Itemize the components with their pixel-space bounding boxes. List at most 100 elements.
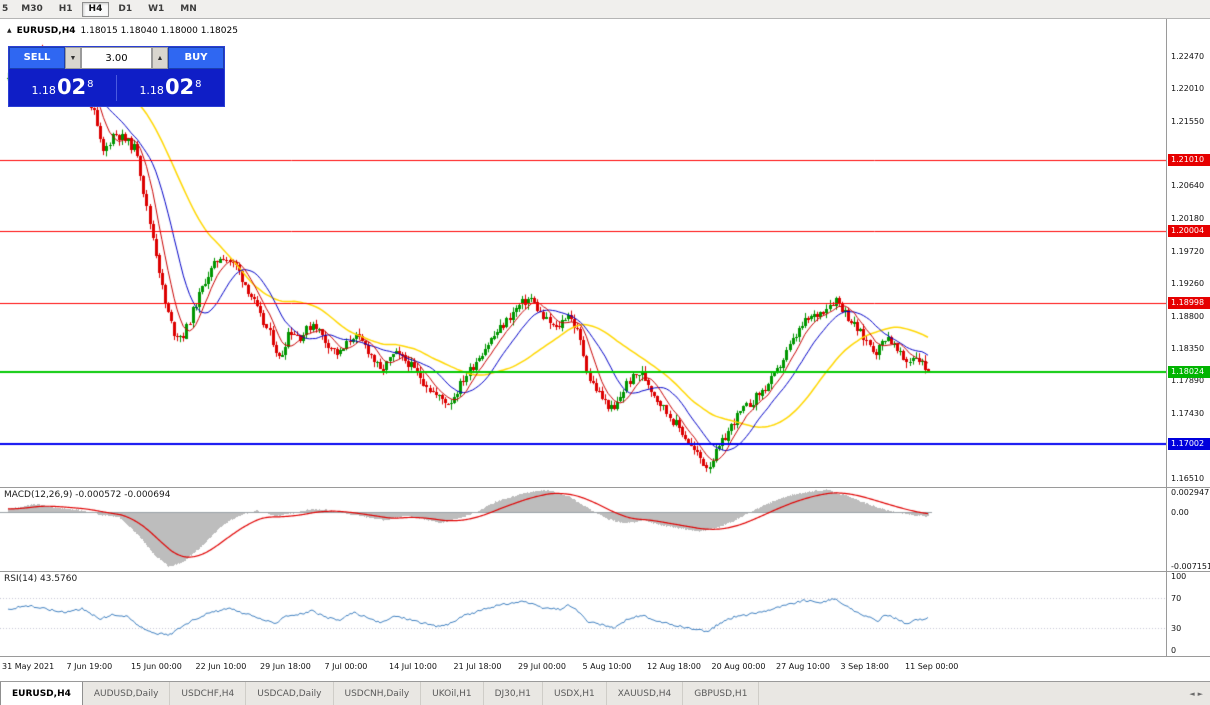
trade-controls-row: SELL ▼ ▲ BUY (9, 47, 224, 69)
time-axis-label: 31 May 2021 (2, 662, 55, 671)
timeframe-w1-button[interactable]: W1 (141, 2, 171, 17)
rsi-axis-label: 100 (1171, 572, 1187, 581)
lot-decrease-button[interactable]: ▼ (65, 47, 81, 69)
macd-axis-label: 0.002947 (1171, 488, 1210, 497)
rsi-canvas[interactable] (0, 572, 1166, 656)
time-axis-label: 21 Jul 18:00 (453, 662, 502, 671)
timeframe-h1-button[interactable]: H1 (52, 2, 80, 17)
buy-price-display[interactable]: 1.18 02 8 (117, 77, 224, 98)
time-axis-label: 15 Jun 00:00 (131, 662, 182, 671)
price-axis-label: 1.20180 (1171, 213, 1205, 223)
price-axis-label: 1.20640 (1171, 181, 1205, 191)
price-axis-label: 1.22010 (1171, 84, 1205, 94)
time-axis-label: 27 Aug 10:00 (776, 662, 830, 671)
chart-tab-audusd-daily[interactable]: AUDUSD,Daily (83, 682, 171, 705)
price-axis-label: 1.18350 (1171, 343, 1205, 353)
rsi-axis-label: 30 (1171, 623, 1182, 633)
macd-canvas[interactable] (0, 488, 1166, 571)
price-level-badge: 1.20004 (1168, 225, 1210, 238)
price-axis-label: 1.17430 (1171, 408, 1205, 418)
price-level-badge: 1.21010 (1168, 154, 1210, 167)
rsi-indicator-label: RSI(14) 43.5760 (4, 574, 78, 584)
price-axis-label: 1.22470 (1171, 51, 1205, 61)
chart-tab-dj30-h1[interactable]: DJ30,H1 (484, 682, 543, 705)
arrow-up-icon: ▲ (156, 54, 164, 62)
rsi-pane[interactable]: RSI(14) 43.5760 (0, 572, 1166, 656)
price-divider (116, 74, 117, 101)
chart-tab-usdcnh-daily[interactable]: USDCNH,Daily (334, 682, 422, 705)
price-level-badge: 1.18024 (1168, 365, 1210, 378)
pane-separator[interactable] (0, 656, 1210, 657)
time-axis-label: 11 Sep 00:00 (905, 662, 959, 671)
chart-tab-gbpusd-h1[interactable]: GBPUSD,H1 (683, 682, 760, 705)
price-level-badge: 1.17002 (1168, 438, 1210, 451)
quote-bar: ▲ EURUSD,H4 1.18015 1.18040 1.18000 1.18… (7, 26, 238, 36)
buy-price-prefix: 1.18 (139, 84, 164, 97)
time-axis[interactable]: 31 May 2021 7 Jun 19:00 15 Jun 00:00 22 Jun… (0, 657, 1210, 681)
price-axis-label: 1.19720 (1171, 246, 1205, 256)
time-axis-label: 14 Jul 10:00 (389, 662, 437, 671)
chart-tab-usdx-h1[interactable]: USDX,H1 (543, 682, 607, 705)
price-axis-label: 1.16510 (1171, 474, 1205, 484)
chart-tab-usdchf-h4[interactable]: USDCHF,H4 (170, 682, 247, 705)
quote-symbol-period: EURUSD,H4 (16, 26, 76, 36)
macd-axis-label: 0.00 (1171, 508, 1189, 518)
pane-separator[interactable] (0, 571, 1210, 572)
sell-price-display[interactable]: 1.18 02 8 (9, 77, 116, 98)
macd-axis-label: -0.007151 (1171, 562, 1210, 571)
buy-button[interactable]: BUY (168, 47, 224, 69)
buy-price-big-digits: 02 (164, 75, 195, 99)
price-chart-pane[interactable]: ▲ EURUSD,H4 1.18015 1.18040 1.18000 1.18… (0, 19, 1166, 487)
quote-ohlc-values: 1.18015 1.18040 1.18000 1.18025 (80, 26, 238, 36)
time-axis-label: 12 Aug 18:00 (647, 662, 701, 671)
timeframe-toolbar: 5 M30 H1 H4 D1 W1 MN (0, 0, 1210, 19)
time-axis-label: 7 Jul 00:00 (324, 662, 368, 671)
time-axis-label: 29 Jun 18:00 (260, 662, 311, 671)
scroll-left-icon: ◄ (1189, 689, 1195, 698)
scroll-right-icon: ► (1197, 689, 1203, 698)
chart-tab-usdcad-daily[interactable]: USDCAD,Daily (246, 682, 334, 705)
rsi-axis-label: 70 (1171, 594, 1182, 604)
macd-pane[interactable]: MACD(12,26,9) -0.000572 -0.000694 (0, 488, 1166, 571)
chart-tab-eurusd-h4[interactable]: EURUSD,H4 (0, 682, 83, 705)
time-axis-label: 5 Aug 10:00 (582, 662, 632, 671)
macd-axis[interactable]: 0.002947 0.00 -0.007151 (1166, 488, 1210, 571)
price-axis-label: 1.21550 (1171, 116, 1205, 126)
pane-separator[interactable] (0, 487, 1210, 488)
price-axis-label: 1.17890 (1171, 376, 1205, 386)
chart-tab-ukoil-h1[interactable]: UKOil,H1 (421, 682, 484, 705)
timeframe-m30-button[interactable]: M30 (14, 2, 49, 17)
lot-size-input[interactable] (81, 47, 152, 69)
price-level-badge: 1.18998 (1168, 296, 1210, 309)
timeframe-d1-button[interactable]: D1 (111, 2, 139, 17)
chart-tabs: EURUSD,H4 AUDUSD,Daily USDCHF,H4 USDCAD,Dai… (0, 682, 760, 705)
buy-price-pipette: 8 (195, 79, 202, 90)
lot-increase-button[interactable]: ▲ (152, 47, 168, 69)
rsi-axis[interactable]: 100 70 30 0 (1166, 572, 1210, 656)
sell-price-big-digits: 02 (56, 75, 87, 99)
sell-button[interactable]: SELL (9, 47, 65, 69)
price-axis[interactable]: 1.22470 1.22010 1.21550 1.20640 1.20180 1.197… (1166, 19, 1210, 487)
time-axis-label: 7 Jun 19:00 (66, 662, 113, 671)
time-axis-label: 20 Aug 00:00 (711, 662, 766, 671)
time-axis-label: 22 Jun 10:00 (195, 662, 247, 671)
price-axis-label: 1.19260 (1171, 279, 1205, 289)
symbol-marker-icon: ▲ (7, 27, 12, 34)
sell-price-pipette: 8 (87, 79, 94, 90)
sell-price-prefix: 1.18 (31, 84, 56, 97)
price-axis-label: 1.18800 (1171, 311, 1205, 321)
time-axis-label: 29 Jul 00:00 (518, 662, 566, 671)
chart-tab-xauusd-h4[interactable]: XAUUSD,H4 (607, 682, 684, 705)
arrow-down-icon: ▼ (69, 54, 77, 62)
trade-prices-row: 1.18 02 8 1.18 02 8 (9, 69, 224, 106)
timeframe-m5-button[interactable]: 5 (0, 2, 12, 17)
timeframe-mn-button[interactable]: MN (173, 2, 204, 17)
timeframe-h4-button[interactable]: H4 (81, 1, 110, 17)
rsi-axis-label: 0 (1171, 646, 1177, 655)
chart-tabs-bar: EURUSD,H4 AUDUSD,Daily USDCHF,H4 USDCAD,Dai… (0, 681, 1210, 705)
time-axis-label: 3 Sep 18:00 (840, 662, 889, 671)
tab-scroll-buttons[interactable]: ◄ ► (1182, 682, 1210, 705)
macd-indicator-label: MACD(12,26,9) -0.000572 -0.000694 (4, 490, 171, 500)
